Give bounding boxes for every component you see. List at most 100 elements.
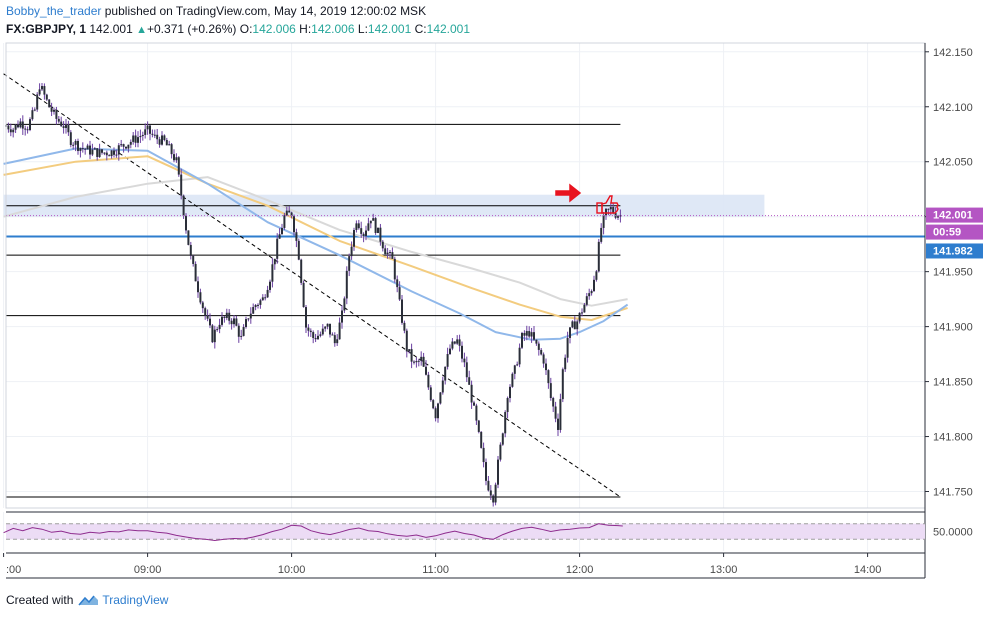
- candle-body: [24, 128, 27, 130]
- candle-body: [578, 312, 581, 322]
- candle-body: [609, 207, 612, 210]
- candle-body: [513, 365, 516, 374]
- candle-body: [408, 349, 411, 352]
- rsi-pane[interactable]: 50.0000: [3, 523, 973, 542]
- candle-body: [134, 135, 137, 143]
- candle-body: [326, 323, 329, 327]
- candle-body: [463, 358, 466, 363]
- candle-body: [233, 318, 235, 325]
- candle-body: [369, 220, 372, 224]
- candle-body: [434, 408, 437, 419]
- candle-body: [163, 135, 166, 140]
- candle-body: [38, 89, 41, 95]
- candle-body: [552, 398, 555, 407]
- candle-body: [177, 157, 180, 175]
- candle-body: [271, 264, 274, 282]
- candle-body: [199, 292, 202, 303]
- candle-body: [48, 99, 51, 108]
- candle-body: [504, 412, 507, 434]
- candle-body: [129, 141, 132, 145]
- candle-body: [617, 216, 619, 218]
- candle-body: [501, 433, 504, 445]
- candle-body: [343, 298, 346, 311]
- candle-body: [45, 94, 48, 100]
- candle-body: [473, 402, 475, 406]
- candle-body: [494, 484, 497, 503]
- candle-body: [348, 256, 351, 271]
- candle-body: [485, 462, 487, 481]
- symbol-label: FX:GBPJPY, 1: [6, 22, 87, 36]
- moving-average-line: [3, 147, 629, 341]
- annotations[interactable]: [555, 183, 619, 214]
- publish-text: published on TradingView.com, May 14, 20…: [104, 4, 427, 18]
- candle-body: [331, 334, 334, 336]
- candle-body: [7, 125, 10, 130]
- candle-body: [509, 386, 511, 399]
- candle-body: [581, 312, 583, 314]
- candle-body: [516, 364, 519, 366]
- candle-body: [302, 282, 305, 308]
- candle-body: [206, 315, 209, 319]
- author-name[interactable]: Bobby_the_trader: [6, 4, 102, 18]
- candle-body: [117, 145, 120, 155]
- price-axis[interactable]: 142.150142.100142.050142.000141.950141.9…: [925, 47, 973, 499]
- trendline[interactable]: [3, 73, 621, 498]
- time-tick-label: 14:00: [854, 564, 882, 576]
- candle-body: [153, 134, 156, 136]
- candle-body: [19, 121, 22, 128]
- candle-body: [204, 308, 207, 316]
- candle-body: [410, 349, 413, 362]
- candle-body: [149, 125, 151, 134]
- candle-body: [132, 135, 135, 142]
- candle-body: [158, 139, 161, 145]
- candle-body: [583, 304, 586, 313]
- candle-body: [249, 313, 252, 319]
- time-axis[interactable]: :00 09:00 10:00 11:00 12:00 13:00 14:00: [3, 553, 882, 576]
- rsi-line: [3, 523, 623, 542]
- candle-body: [72, 144, 75, 146]
- candle-body: [103, 152, 106, 154]
- low-label: L:: [357, 22, 368, 36]
- candle-body: [391, 252, 394, 259]
- candle-body: [139, 136, 142, 138]
- price-tag-box: [926, 243, 983, 259]
- candle-body: [497, 459, 499, 485]
- candle-body: [427, 374, 430, 388]
- candle-body: [475, 405, 478, 421]
- candle-body: [187, 230, 190, 245]
- candle-body: [211, 325, 214, 343]
- candle-body: [403, 322, 406, 331]
- candle-body: [317, 335, 319, 340]
- candle-body: [439, 392, 442, 404]
- candle-body: [29, 119, 31, 130]
- candle-body: [398, 287, 401, 300]
- candle-body: [288, 210, 291, 213]
- time-tick-label: :00: [6, 564, 21, 576]
- candle-body: [276, 238, 279, 259]
- candle-body: [57, 118, 60, 122]
- high-label: H:: [299, 22, 312, 36]
- candle-body: [444, 366, 447, 381]
- candle-body: [295, 232, 298, 241]
- candle-body: [446, 354, 449, 367]
- candle-body: [480, 431, 483, 448]
- candle-body: [341, 310, 343, 323]
- tradingview-logo[interactable]: TradingView: [77, 593, 168, 607]
- candle-body: [144, 129, 147, 135]
- created-with-text: Created with: [6, 593, 74, 607]
- price-tick-label: 142.150: [933, 47, 973, 59]
- candle-body: [209, 318, 211, 326]
- candle-body: [180, 174, 183, 196]
- candle-body: [612, 207, 615, 213]
- candle-body: [141, 134, 144, 137]
- candle-body: [185, 215, 187, 231]
- rsi-band: [6, 523, 925, 540]
- candle-body: [84, 148, 87, 150]
- candle-body: [264, 297, 267, 299]
- candle-body: [151, 133, 154, 135]
- horizontal-lines[interactable]: [6, 123, 925, 498]
- candle-body: [221, 316, 223, 325]
- main-pane-border: [5, 42, 926, 509]
- candle-body: [26, 129, 29, 131]
